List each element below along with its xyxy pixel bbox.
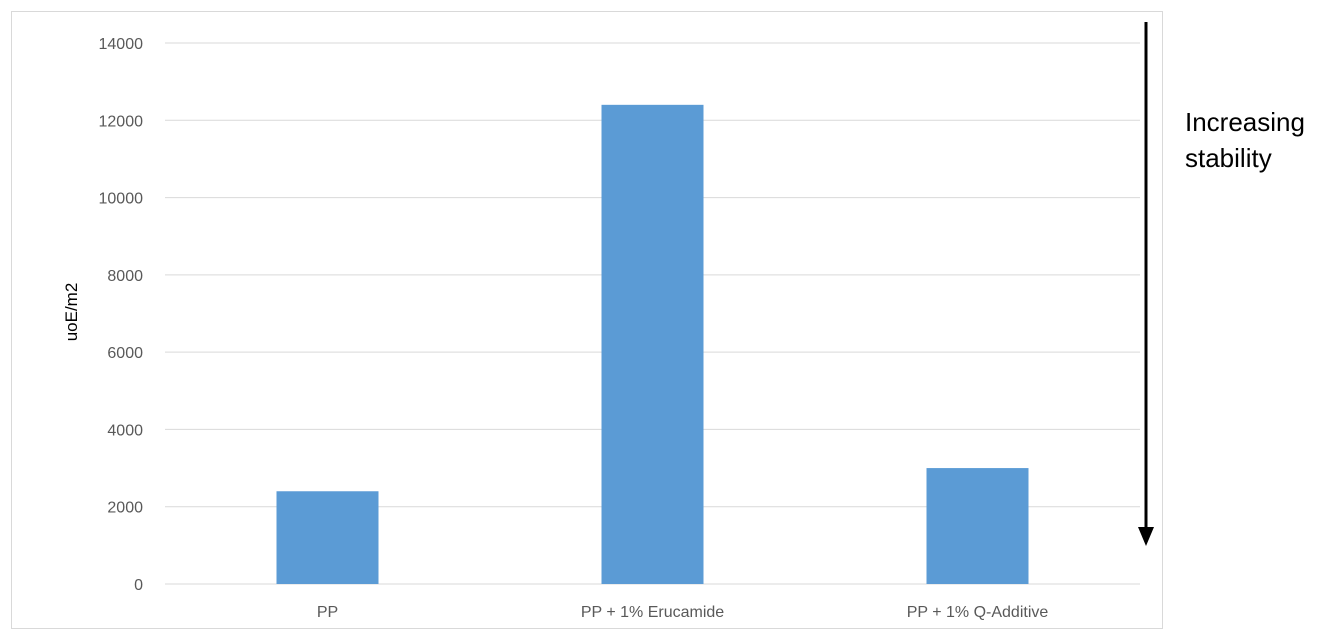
- y-axis-title: uoE/m2: [62, 283, 81, 342]
- bars: [276, 104, 1029, 584]
- bar: [276, 491, 379, 584]
- x-tick-label: PP + 1% Q-Additive: [907, 604, 1049, 621]
- y-tick-label: 0: [134, 577, 143, 594]
- y-tick-label: 14000: [99, 36, 144, 53]
- y-tick-label: 6000: [107, 345, 143, 362]
- bar: [601, 104, 704, 584]
- annotation-background: [1164, 85, 1318, 250]
- y-axis-ticks: 0 2000 4000 6000 8000 10000 12000 14000: [99, 36, 144, 594]
- y-tick-label: 4000: [107, 422, 143, 439]
- y-tick-label: 10000: [99, 191, 144, 208]
- x-tick-label: PP: [317, 604, 338, 621]
- annotation-line-2: stability: [1185, 143, 1272, 173]
- y-tick-label: 2000: [107, 500, 143, 517]
- annotation-line-1: Increasing: [1185, 107, 1305, 137]
- x-axis-ticks: PP PP + 1% Erucamide PP + 1% Q-Additive: [317, 604, 1049, 621]
- y-tick-label: 12000: [99, 113, 144, 130]
- bar: [926, 468, 1029, 584]
- annotation-text: Increasing stability: [1185, 104, 1305, 176]
- arrow-head-icon: [1138, 527, 1154, 546]
- y-tick-label: 8000: [107, 268, 143, 285]
- stability-arrow: [1138, 22, 1154, 546]
- x-tick-label: PP + 1% Erucamide: [581, 604, 724, 621]
